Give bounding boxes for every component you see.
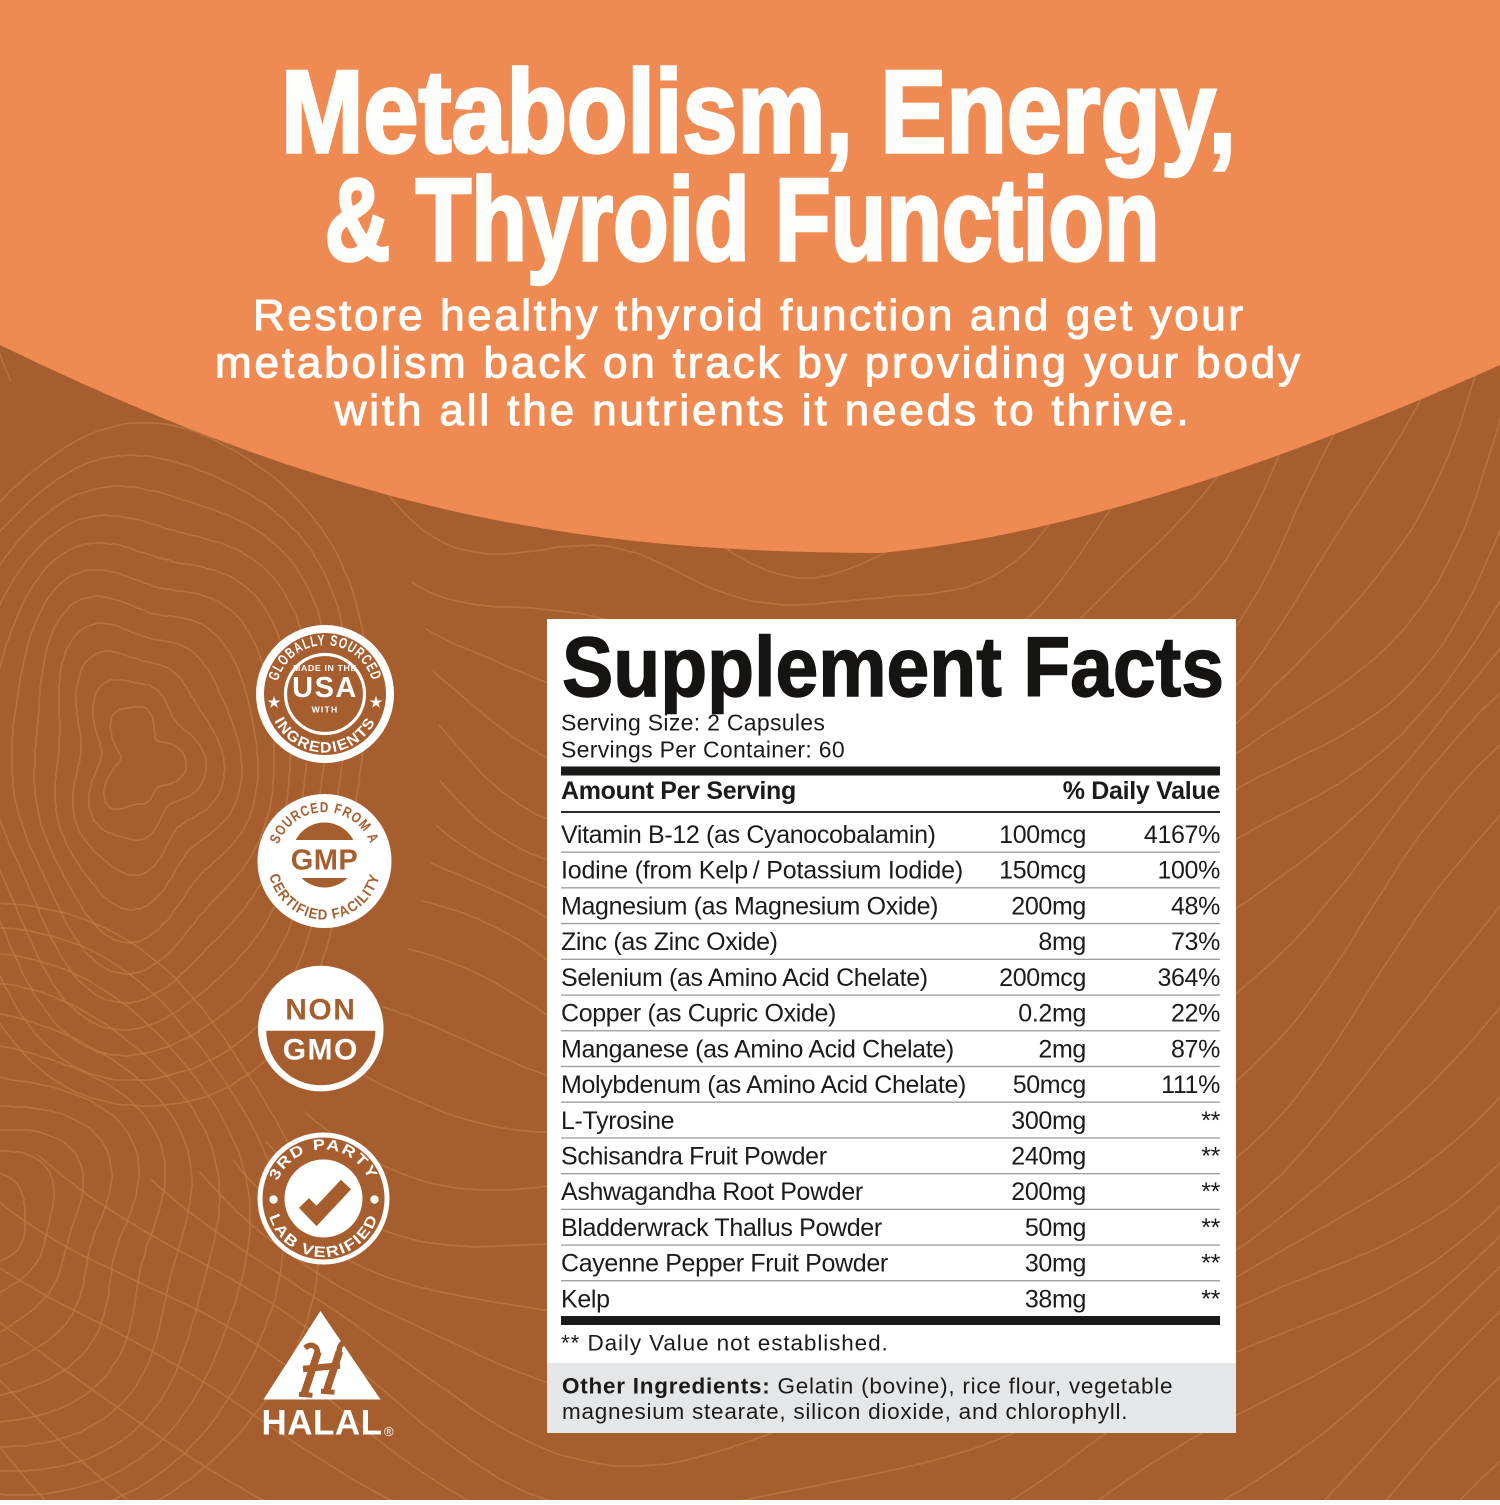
svg-text:73%: 73% — [1171, 928, 1220, 956]
svg-text:87%: 87% — [1171, 1035, 1220, 1063]
svg-text:**: ** — [1201, 1107, 1220, 1135]
svg-text:300mg: 300mg — [1011, 1107, 1086, 1135]
svg-text:®: ® — [384, 1424, 394, 1439]
svg-text:30mg: 30mg — [1025, 1250, 1086, 1278]
svg-text:4167%: 4167% — [1144, 821, 1220, 849]
svg-text:Restore healthy thyroid functi: Restore healthy thyroid function and get… — [253, 291, 1243, 340]
svg-text:0.2mg: 0.2mg — [1018, 1000, 1086, 1028]
svg-text:**: ** — [1201, 1143, 1220, 1171]
svg-text:Schisandra Fruit Powder: Schisandra Fruit Powder — [561, 1143, 827, 1171]
svg-text:GMO: GMO — [283, 1034, 359, 1067]
svg-text:**: ** — [1201, 1250, 1220, 1278]
svg-text:22%: 22% — [1171, 1000, 1220, 1028]
svg-text:Supplement Facts: Supplement Facts — [562, 620, 1224, 714]
svg-text:Kelp: Kelp — [561, 1285, 610, 1313]
svg-text:metabolism back on track by pr: metabolism back on track by providing yo… — [215, 339, 1300, 388]
svg-text:Bladderwrack Thallus Powder: Bladderwrack Thallus Powder — [561, 1214, 882, 1242]
svg-text:USA: USA — [292, 672, 358, 704]
svg-text:200mg: 200mg — [1011, 892, 1086, 920]
svg-text:**: ** — [1201, 1178, 1220, 1206]
svg-text:Cayenne Pepper Fruit Powder: Cayenne Pepper Fruit Powder — [561, 1250, 888, 1278]
svg-text:Zinc (as Zinc Oxide): Zinc (as Zinc Oxide) — [561, 928, 778, 956]
svg-text:★: ★ — [268, 694, 281, 710]
svg-text:Metabolism, Energy,: Metabolism, Energy, — [281, 46, 1236, 177]
svg-text:111%: 111% — [1161, 1071, 1220, 1099]
svg-text:L-Tyrosine: L-Tyrosine — [561, 1107, 674, 1135]
svg-text:Amount Per Serving: Amount Per Serving — [561, 777, 796, 805]
svg-text:50mcg: 50mcg — [1013, 1071, 1086, 1099]
svg-text:% Daily Value: % Daily Value — [1063, 777, 1221, 805]
svg-text:Servings Per Container: 60: Servings Per Container: 60 — [561, 737, 845, 763]
svg-text:** Daily Value not established: ** Daily Value not established. — [561, 1331, 889, 1356]
svg-text:Iodine (from Kelp / Potassium: Iodine (from Kelp / Potassium Iodide) — [561, 857, 963, 885]
svg-text:magnesium stearate, silicon di: magnesium stearate, silicon dioxide, and… — [562, 1399, 1128, 1424]
svg-text:8mg: 8mg — [1038, 928, 1086, 956]
svg-text:Molybdenum (as Amino Acid Chel: Molybdenum (as Amino Acid Chelate) — [561, 1071, 966, 1099]
svg-text:200mcg: 200mcg — [999, 964, 1086, 992]
svg-text:Magnesium (as Magnesium Oxide): Magnesium (as Magnesium Oxide) — [561, 892, 938, 920]
svg-text:Ashwagandha Root Powder: Ashwagandha Root Powder — [561, 1178, 863, 1206]
svg-text:100%: 100% — [1157, 857, 1220, 885]
svg-text:Manganese (as Amino Acid Chela: Manganese (as Amino Acid Chelate) — [561, 1035, 954, 1063]
svg-text:**: ** — [1201, 1214, 1220, 1242]
svg-text:MADE IN THE: MADE IN THE — [293, 663, 357, 673]
svg-text:Selenium (as Amino Acid Chelat: Selenium (as Amino Acid Chelate) — [561, 964, 928, 992]
svg-text:**: ** — [1201, 1285, 1220, 1313]
svg-text:200mg: 200mg — [1011, 1178, 1086, 1206]
svg-text:GMP: GMP — [291, 845, 359, 877]
svg-text:100mcg: 100mcg — [999, 821, 1086, 849]
svg-text:NON: NON — [285, 994, 356, 1027]
svg-text:& Thyroid Function: & Thyroid Function — [325, 154, 1160, 285]
svg-text:38mg: 38mg — [1025, 1285, 1086, 1313]
svg-text:2mg: 2mg — [1038, 1035, 1086, 1063]
svg-text:★: ★ — [370, 694, 383, 710]
svg-text:48%: 48% — [1171, 892, 1220, 920]
svg-text:with all the nutrients it need: with all the nutrients it needs to thriv… — [334, 386, 1189, 435]
svg-text:Vitamin B-12 (as Cyanocobalami: Vitamin B-12 (as Cyanocobalamin) — [561, 821, 936, 849]
svg-text:Other Ingredients: Gelatin (bo: Other Ingredients: Gelatin (bovine), ric… — [562, 1374, 1173, 1399]
svg-text:Serving Size: 2 Capsules: Serving Size: 2 Capsules — [561, 710, 825, 736]
svg-text:Copper (as Cupric Oxide): Copper (as Cupric Oxide) — [561, 1000, 836, 1028]
svg-text:364%: 364% — [1157, 964, 1220, 992]
svg-text:240mg: 240mg — [1011, 1143, 1086, 1171]
svg-text:150mcg: 150mcg — [999, 857, 1086, 885]
svg-text:50mg: 50mg — [1025, 1214, 1086, 1242]
svg-text:HALAL: HALAL — [261, 1404, 382, 1443]
svg-text:WITH: WITH — [312, 705, 339, 715]
